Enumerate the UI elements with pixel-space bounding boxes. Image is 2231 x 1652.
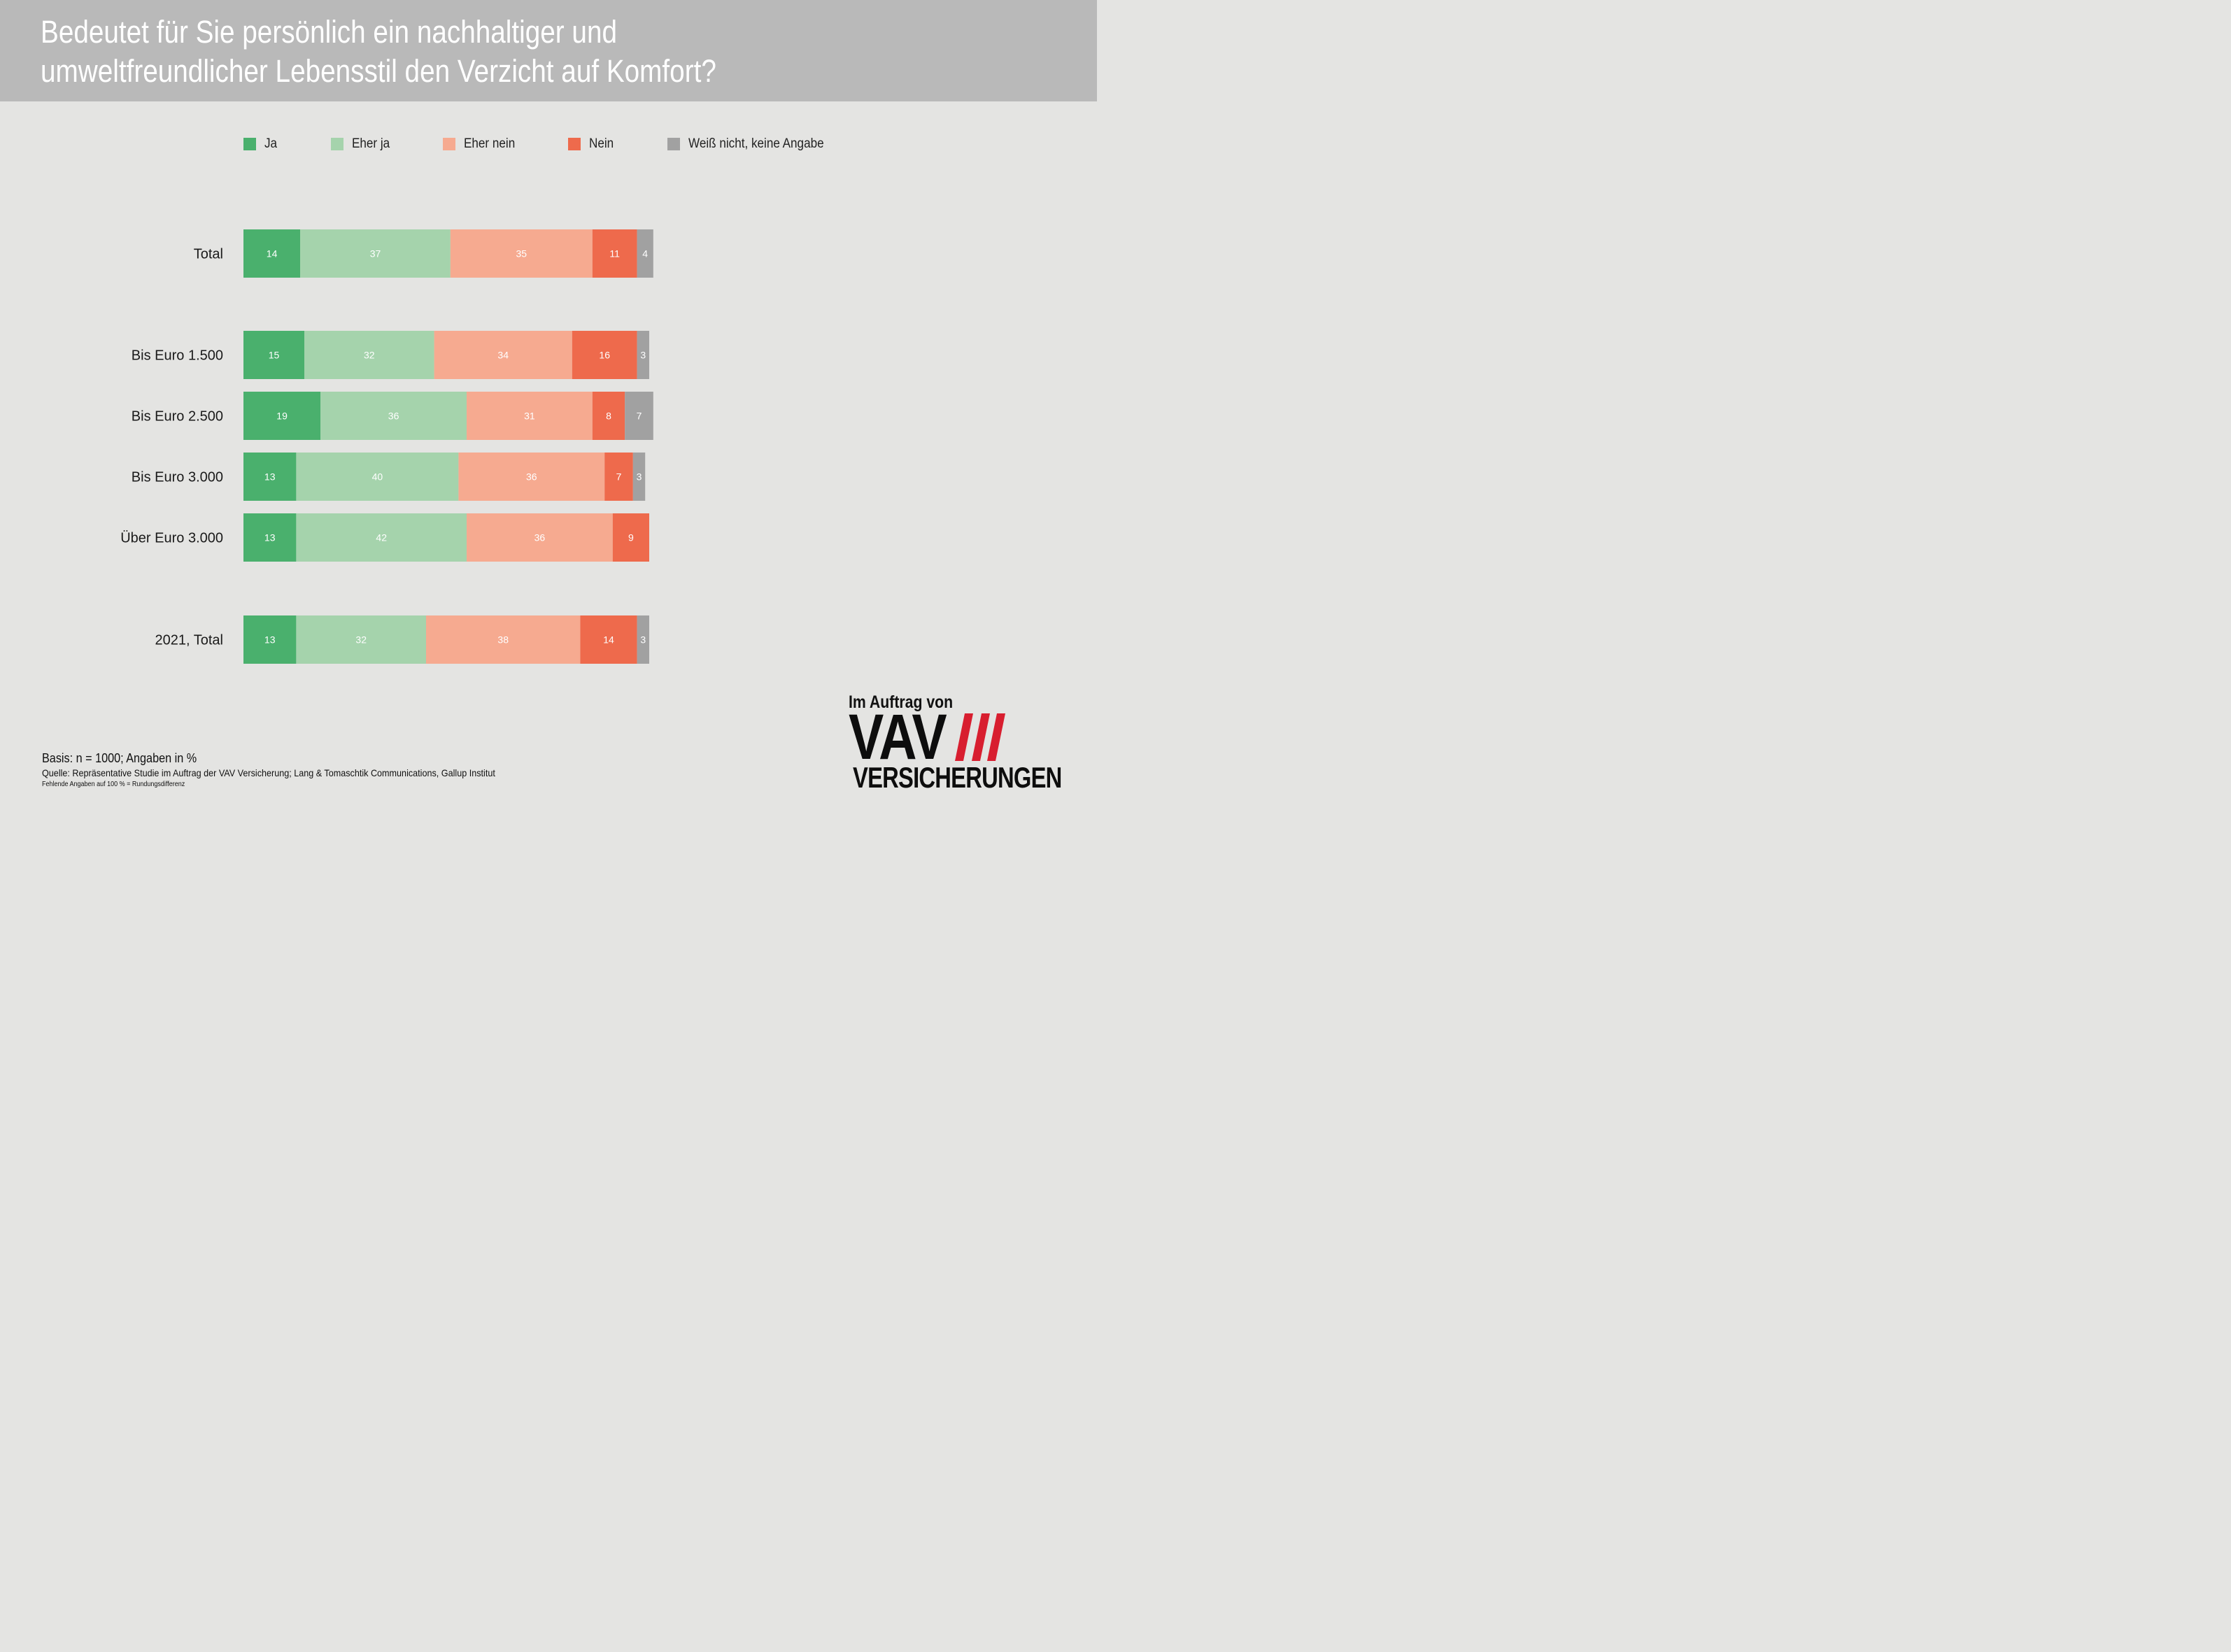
- footer-basis: Basis: n = 1000; Angaben in %: [42, 751, 197, 765]
- data-label: 11: [609, 248, 620, 259]
- bar-segment: [637, 229, 653, 278]
- category-label: Bis Euro 1.500: [132, 348, 223, 364]
- bar-segment: [426, 615, 581, 664]
- bar-segment: [243, 331, 304, 379]
- data-label: 34: [497, 350, 509, 361]
- category-label: 2021, Total: [155, 633, 224, 648]
- bar-segment: [243, 229, 301, 278]
- data-label: 14: [267, 248, 278, 259]
- bar-segment: [296, 615, 426, 664]
- chart-title: Bedeutet für Sie persönlich ein nachhalt…: [41, 13, 907, 91]
- bar-segment: [458, 453, 605, 501]
- data-label: 36: [526, 471, 537, 483]
- data-label: 4: [642, 248, 648, 259]
- bar-segment: [637, 331, 649, 379]
- data-label: 36: [534, 532, 546, 543]
- legend-label-nein: Nein: [589, 136, 614, 151]
- bar-segment: [243, 615, 297, 664]
- bar-segment: [304, 331, 434, 379]
- legend-swatch-ja: [243, 138, 256, 150]
- logo-subline: VERSICHERUNGEN: [853, 761, 1062, 794]
- logo-wordmark: VAV: [849, 702, 947, 773]
- data-label: 32: [355, 634, 367, 646]
- data-label: 7: [637, 411, 642, 422]
- data-label: 32: [364, 350, 375, 361]
- data-label: 3: [640, 350, 646, 361]
- data-label: 14: [603, 634, 614, 646]
- data-label: 15: [269, 350, 280, 361]
- data-label: 42: [376, 532, 387, 543]
- bar-segment: [243, 392, 321, 440]
- bar-segment: [572, 331, 637, 379]
- bar-segment: [296, 513, 467, 562]
- legend-label-eher-ja: Eher ja: [352, 136, 390, 151]
- data-label: 13: [264, 532, 276, 543]
- bar-segment: [592, 229, 637, 278]
- logo-stripe: [972, 713, 990, 761]
- legend-label-ja: Ja: [264, 136, 278, 151]
- bar-segment: [580, 615, 637, 664]
- data-label: 8: [606, 411, 611, 422]
- chart-title-line-1: Bedeutet für Sie persönlich ein nachhalt…: [41, 14, 618, 50]
- logo-stripes-icon: [955, 713, 1005, 761]
- legend-swatch-eher-nein: [443, 138, 455, 150]
- bar-segment: [243, 513, 297, 562]
- data-label: 40: [372, 471, 383, 483]
- category-label: Über Euro 3.000: [120, 531, 223, 546]
- data-label: 7: [616, 471, 622, 483]
- data-label: 9: [628, 532, 634, 543]
- footer-note: Fehlende Angaben auf 100 % = Rundungsdif…: [42, 781, 185, 788]
- data-label: 36: [388, 411, 399, 422]
- data-label: 35: [516, 248, 527, 259]
- bar-segment: [243, 453, 297, 501]
- data-label: 19: [276, 411, 288, 422]
- category-label: Total: [194, 247, 223, 262]
- data-label: 3: [640, 634, 646, 646]
- legend-swatch-eher-ja: [331, 138, 343, 150]
- data-label: 13: [264, 634, 276, 646]
- category-label: Bis Euro 2.500: [132, 409, 223, 425]
- bar-segment: [434, 331, 572, 379]
- bar-segment: [637, 615, 649, 664]
- data-label: 3: [637, 471, 642, 483]
- bar-segment: [604, 453, 633, 501]
- chart-title-line-2: umweltfreundlicher Lebensstil den Verzic…: [41, 53, 716, 89]
- bar-segment: [300, 229, 451, 278]
- legend-label-eher-nein: Eher nein: [464, 136, 516, 151]
- logo-stripe: [987, 713, 1005, 761]
- data-label: 38: [497, 634, 509, 646]
- bar-segment: [632, 453, 646, 501]
- bar-segment: [592, 392, 625, 440]
- bar-segment: [467, 513, 613, 562]
- bar-segment: [296, 453, 459, 501]
- bar-segment: [625, 392, 653, 440]
- data-label: 13: [264, 471, 276, 483]
- data-label: 31: [524, 411, 535, 422]
- logo-caption: Im Auftrag von: [849, 692, 954, 712]
- category-label: Bis Euro 3.000: [132, 470, 223, 485]
- legend-swatch-nein: [568, 138, 581, 150]
- data-label: 37: [370, 248, 381, 259]
- header-banner: [0, 0, 1097, 101]
- bar-segment: [467, 392, 593, 440]
- logo-stripe: [955, 713, 973, 761]
- footer-source: Quelle: Repräsentative Studie im Auftrag…: [42, 767, 495, 778]
- data-label: 16: [599, 350, 610, 361]
- legend-swatch-weiss-nicht: [667, 138, 680, 150]
- bar-segment: [612, 513, 649, 562]
- bar-segment: [450, 229, 593, 278]
- legend-label-weiss-nicht: Weiß nicht, keine Angabe: [688, 136, 824, 151]
- bar-segment: [320, 392, 467, 440]
